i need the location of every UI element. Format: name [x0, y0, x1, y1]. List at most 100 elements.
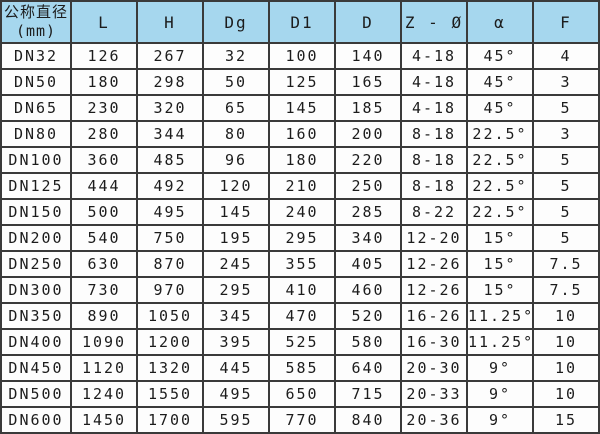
table-row: DN400 1090 1200 395 525 580 16-30 11.25° 10: [0, 328, 600, 356]
cell-D1: 180: [268, 146, 336, 174]
cell-D1: 355: [268, 250, 336, 278]
cell-alpha: 45°: [466, 42, 534, 70]
cell-F: 5: [532, 172, 600, 200]
cell-D: 185: [334, 94, 402, 122]
cell-alpha: 22.5°: [466, 120, 534, 148]
cell-D1: 210: [268, 172, 336, 200]
cell-L: 890: [70, 302, 138, 330]
cell-D: 405: [334, 250, 402, 278]
cell-alpha: 9°: [466, 354, 534, 382]
header-cell-D: D: [334, 0, 402, 44]
table-row: DN300 730 970 295 410 460 12-26 15° 7.5: [0, 276, 600, 304]
cell-F: 5: [532, 94, 600, 122]
cell-L: 500: [70, 198, 138, 226]
header-cell-Z-dia: Z - Ø: [400, 0, 468, 44]
cell-D: 165: [334, 68, 402, 96]
table-row: DN350 890 1050 345 470 520 16-26 11.25° 10: [0, 302, 600, 330]
cell-H: 1200: [136, 328, 204, 356]
cell-F: 7.5: [532, 250, 600, 278]
cell-Z-dia: 8-22: [400, 198, 468, 226]
cell-D1: 525: [268, 328, 336, 356]
cell-Z-dia: 20-33: [400, 380, 468, 408]
cell-D1: 410: [268, 276, 336, 304]
table-row: DN600 1450 1700 595 770 840 20-36 9° 15: [0, 406, 600, 434]
cell-Dg: 445: [202, 354, 270, 382]
cell-L: 540: [70, 224, 138, 252]
cell-L: 730: [70, 276, 138, 304]
row-label-dn: DN100: [0, 146, 72, 174]
row-label-dn: DN80: [0, 120, 72, 148]
row-label-dn: DN150: [0, 198, 72, 226]
cell-Z-dia: 12-20: [400, 224, 468, 252]
cell-D1: 295: [268, 224, 336, 252]
cell-L: 180: [70, 68, 138, 96]
cell-D: 520: [334, 302, 402, 330]
cell-Z-dia: 4-18: [400, 94, 468, 122]
nominal-diameter-unit: (mm): [15, 22, 57, 40]
cell-D: 220: [334, 146, 402, 174]
cell-D: 715: [334, 380, 402, 408]
cell-L: 1240: [70, 380, 138, 408]
cell-L: 280: [70, 120, 138, 148]
cell-alpha: 15°: [466, 276, 534, 304]
cell-F: 4: [532, 42, 600, 70]
cell-D: 640: [334, 354, 402, 382]
table-row: DN50 180 298 50 125 165 4-18 45° 3: [0, 68, 600, 96]
header-cell-H: H: [136, 0, 204, 44]
cell-D: 285: [334, 198, 402, 226]
cell-H: 495: [136, 198, 204, 226]
cell-D1: 125: [268, 68, 336, 96]
cell-L: 1120: [70, 354, 138, 382]
cell-H: 1550: [136, 380, 204, 408]
cell-F: 3: [532, 120, 600, 148]
table-row: DN150 500 495 145 240 285 8-22 22.5° 5: [0, 198, 600, 226]
cell-Z-dia: 12-26: [400, 250, 468, 278]
cell-F: 15: [532, 406, 600, 434]
table-row: DN200 540 750 195 295 340 12-20 15° 5: [0, 224, 600, 252]
row-label-dn: DN50: [0, 68, 72, 96]
cell-F: 5: [532, 224, 600, 252]
cell-H: 344: [136, 120, 204, 148]
cell-Z-dia: 20-36: [400, 406, 468, 434]
cell-F: 3: [532, 68, 600, 96]
table-row: DN80 280 344 80 160 200 8-18 22.5° 3: [0, 120, 600, 148]
cell-alpha: 22.5°: [466, 198, 534, 226]
cell-alpha: 15°: [466, 250, 534, 278]
table-row: DN125 444 492 120 210 250 8-18 22.5° 5: [0, 172, 600, 200]
cell-F: 10: [532, 328, 600, 356]
cell-L: 126: [70, 42, 138, 70]
header-cell-D1: D1: [268, 0, 336, 44]
cell-F: 7.5: [532, 276, 600, 304]
cell-Dg: 120: [202, 172, 270, 200]
cell-alpha: 15°: [466, 224, 534, 252]
cell-L: 1450: [70, 406, 138, 434]
cell-D1: 145: [268, 94, 336, 122]
cell-Dg: 495: [202, 380, 270, 408]
table-row: DN32 126 267 32 100 140 4-18 45° 4: [0, 42, 600, 70]
cell-F: 10: [532, 380, 600, 408]
table-row: DN450 1120 1320 445 585 640 20-30 9° 10: [0, 354, 600, 382]
cell-Z-dia: 12-26: [400, 276, 468, 304]
cell-alpha: 45°: [466, 68, 534, 96]
cell-alpha: 45°: [466, 94, 534, 122]
header-cell-L: L: [70, 0, 138, 44]
cell-H: 1320: [136, 354, 204, 382]
cell-H: 267: [136, 42, 204, 70]
row-label-dn: DN200: [0, 224, 72, 252]
cell-L: 630: [70, 250, 138, 278]
row-label-dn: DN65: [0, 94, 72, 122]
cell-D: 250: [334, 172, 402, 200]
cell-L: 444: [70, 172, 138, 200]
table-row: DN250 630 870 245 355 405 12-26 15° 7.5: [0, 250, 600, 278]
cell-Dg: 32: [202, 42, 270, 70]
header-cell-Dg: Dg: [202, 0, 270, 44]
row-label-dn: DN250: [0, 250, 72, 278]
cell-H: 970: [136, 276, 204, 304]
cell-alpha: 9°: [466, 406, 534, 434]
cell-F: 10: [532, 302, 600, 330]
cell-L: 360: [70, 146, 138, 174]
table-row: DN65 230 320 65 145 185 4-18 45° 5: [0, 94, 600, 122]
cell-alpha: 22.5°: [466, 172, 534, 200]
cell-Dg: 145: [202, 198, 270, 226]
